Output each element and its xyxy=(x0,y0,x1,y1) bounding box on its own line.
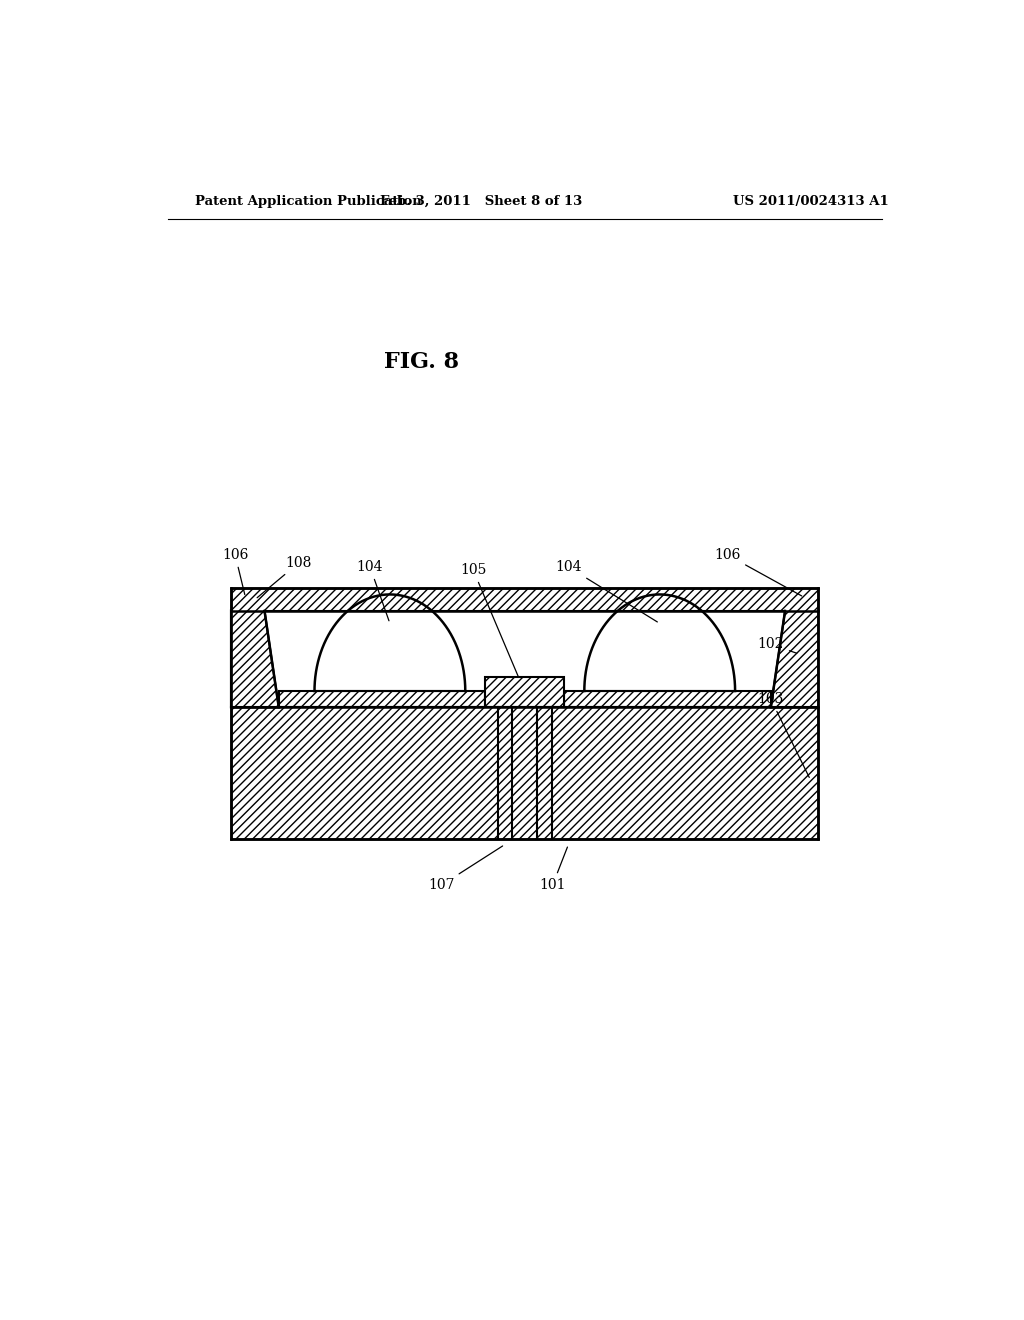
Polygon shape xyxy=(231,611,279,708)
Text: 107: 107 xyxy=(428,846,503,892)
Bar xyxy=(485,677,564,708)
Text: 101: 101 xyxy=(540,847,567,892)
Polygon shape xyxy=(771,611,818,708)
Bar xyxy=(231,708,818,840)
Text: 106: 106 xyxy=(222,548,249,594)
Text: 103: 103 xyxy=(758,692,809,777)
Text: 106: 106 xyxy=(714,548,802,595)
Text: 108: 108 xyxy=(257,556,312,598)
Bar xyxy=(231,589,818,611)
Text: 105: 105 xyxy=(460,564,523,689)
Text: 102: 102 xyxy=(758,638,797,653)
Text: Feb. 3, 2011   Sheet 8 of 13: Feb. 3, 2011 Sheet 8 of 13 xyxy=(380,194,583,207)
Text: FIG. 8: FIG. 8 xyxy=(384,351,459,372)
Text: US 2011/0024313 A1: US 2011/0024313 A1 xyxy=(732,194,889,207)
Text: 104: 104 xyxy=(356,560,389,620)
Text: Patent Application Publication: Patent Application Publication xyxy=(196,194,422,207)
Bar xyxy=(564,690,771,708)
Bar xyxy=(279,690,485,708)
Text: 104: 104 xyxy=(555,560,657,622)
